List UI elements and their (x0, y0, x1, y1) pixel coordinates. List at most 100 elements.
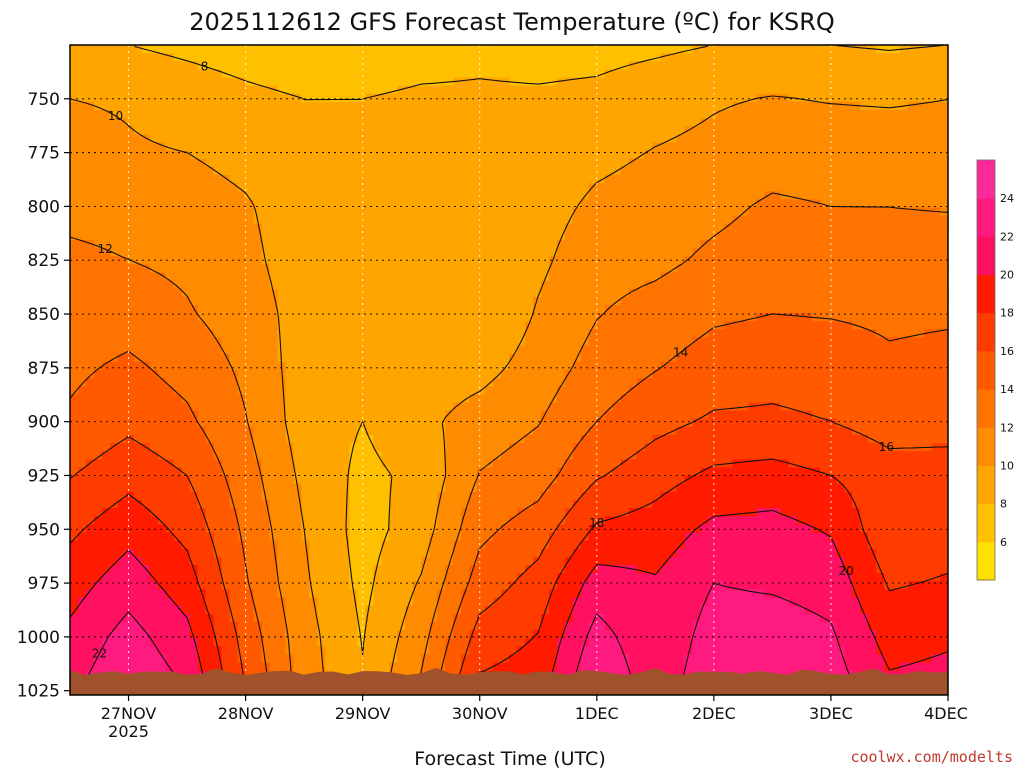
field-cell (437, 296, 446, 306)
field-cell (548, 386, 558, 395)
field-cell (524, 589, 534, 599)
field-cell (413, 256, 422, 265)
field-cell (173, 215, 183, 225)
field-cell (564, 118, 574, 127)
field-cell (109, 532, 119, 542)
field-cell (405, 337, 414, 347)
field-cell (429, 305, 438, 314)
field-cell (149, 45, 159, 54)
field-cell (70, 597, 79, 607)
field-cell (117, 451, 127, 460)
field-cell (429, 589, 438, 599)
field-cell (532, 386, 542, 395)
field-cell (253, 231, 263, 241)
field-cell (85, 231, 95, 241)
field-cell (197, 288, 207, 298)
field-cell (197, 662, 207, 672)
field-cell (85, 581, 95, 590)
field-cell (261, 313, 271, 322)
field-cell (477, 621, 486, 631)
field-cell (141, 589, 151, 599)
field-cell (245, 166, 255, 176)
field-cell (277, 166, 287, 176)
field-cell (556, 386, 566, 395)
field-cell (237, 69, 247, 79)
field-cell (157, 207, 167, 217)
field-cell (93, 467, 103, 477)
field-cell (365, 459, 374, 469)
field-cell (237, 370, 247, 379)
field-cell (277, 142, 287, 152)
field-cell (277, 662, 287, 672)
field-cell (253, 556, 263, 566)
field-cell (133, 426, 143, 436)
field-cell (524, 150, 534, 160)
field-cell (405, 475, 414, 485)
field-cell (453, 223, 462, 233)
field-cell (421, 134, 430, 144)
field-cell (540, 573, 550, 582)
field-cell (509, 621, 518, 631)
field-cell (133, 581, 143, 590)
field-cell (269, 256, 279, 265)
field-cell (437, 313, 446, 322)
field-cell (365, 93, 374, 103)
field-cell (461, 386, 470, 395)
field-cell (325, 264, 334, 274)
field-cell (261, 386, 271, 395)
field-cell (516, 77, 526, 87)
field-cell (524, 426, 534, 436)
field-cell (453, 61, 462, 70)
field-cell (277, 313, 287, 322)
field-cell (493, 605, 502, 615)
field-cell (173, 329, 183, 339)
field-cell (165, 500, 175, 509)
field-cell (341, 321, 350, 330)
field-cell (421, 305, 430, 314)
field-cell (389, 296, 398, 306)
field-cell (325, 410, 334, 420)
field-cell (501, 183, 510, 192)
field-cell (85, 248, 95, 257)
field-cell (205, 345, 215, 355)
field-cell (269, 491, 279, 501)
field-cell (125, 443, 135, 452)
field-cell (117, 166, 127, 176)
field-cell (373, 248, 382, 257)
field-cell (197, 166, 207, 176)
field-cell (556, 77, 566, 87)
field-cell (461, 264, 470, 274)
field-cell (317, 353, 327, 363)
field-cell (109, 223, 119, 233)
field-cell (309, 175, 319, 184)
field-cell (125, 45, 135, 54)
field-cell (181, 231, 191, 241)
field-cell (421, 426, 430, 436)
field-cell (213, 565, 223, 574)
field-cell (397, 638, 406, 647)
field-cell (469, 646, 478, 655)
field-cell (556, 475, 566, 485)
field-cell (509, 199, 518, 209)
field-cell (133, 500, 143, 509)
field-cell (293, 305, 303, 314)
field-cell (437, 581, 446, 590)
field-cell (93, 142, 103, 152)
field-cell (221, 85, 231, 95)
field-cell (485, 386, 494, 395)
field-cell (485, 256, 494, 265)
field-cell (173, 175, 183, 184)
field-cell (317, 540, 327, 550)
field-cell (277, 126, 287, 135)
field-cell (421, 142, 430, 152)
field-cell (564, 207, 574, 217)
field-cell (197, 183, 207, 192)
field-cell (493, 142, 502, 152)
field-cell (501, 483, 510, 493)
field-cell (317, 402, 327, 412)
field-cell (109, 613, 119, 623)
field-cell (293, 443, 303, 452)
field-cell (389, 443, 398, 452)
field-cell (181, 524, 191, 534)
field-cell (165, 475, 175, 485)
